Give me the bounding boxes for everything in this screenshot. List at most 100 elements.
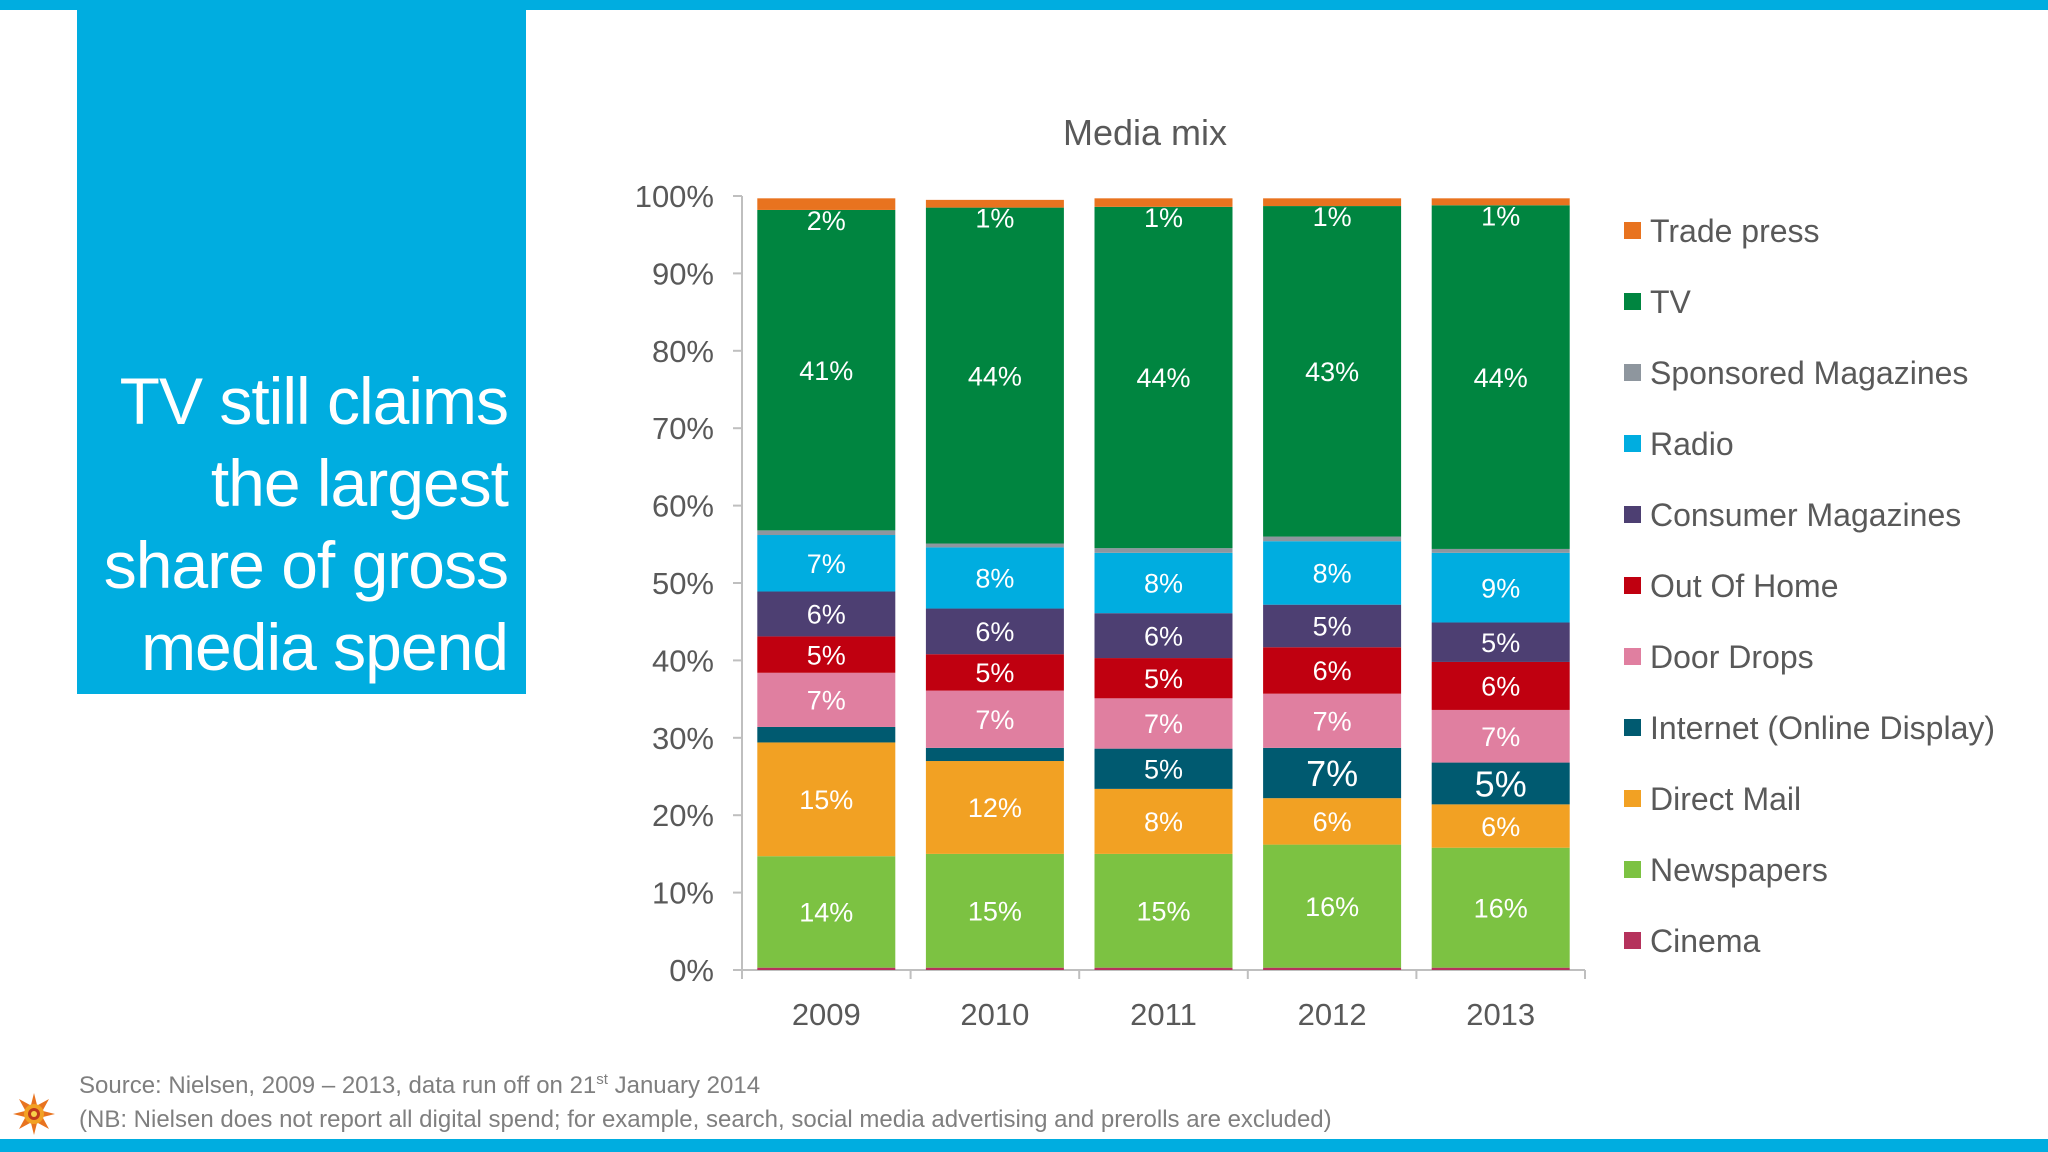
bar-data-label: 1% <box>1481 201 1520 231</box>
bar-data-label: 6% <box>1481 672 1520 702</box>
bar-segment <box>1263 693 1402 748</box>
source-line-2: (NB: Nielsen does not report all digital… <box>79 1106 1332 1133</box>
bar-segment <box>925 690 1064 748</box>
legend-label: Newspapers <box>1650 852 1828 888</box>
bar-data-label: 1% <box>975 204 1014 234</box>
y-tick-label: 20% <box>652 798 714 833</box>
bar-segment <box>1094 967 1233 970</box>
y-tick-label: 60% <box>652 489 714 524</box>
y-tick-label: 30% <box>652 721 714 756</box>
y-tick-label: 40% <box>652 643 714 678</box>
bar-data-label: 16% <box>1474 893 1528 923</box>
bar-data-label: 5% <box>1481 628 1520 658</box>
source-line-1-prefix: Source: Nielsen, 2009 – 2013, data run o… <box>79 1072 597 1099</box>
bar-segment <box>1431 198 1570 206</box>
bar-data-label: 6% <box>975 617 1014 647</box>
bar-segment <box>757 535 896 592</box>
media-mix-chart: Media mix 0% 10% 20% 30% 40% 50% 60% 70% 80% 90% 10… <box>635 112 1995 1032</box>
bar-segment <box>1431 661 1570 710</box>
legend-swatch <box>1624 790 1641 807</box>
bar-data-label: 7% <box>807 549 846 579</box>
bar-data-label: 44% <box>1136 363 1190 393</box>
bar-segment <box>925 761 1064 854</box>
bar-segment <box>1263 647 1402 694</box>
bar-segment <box>1263 198 1402 207</box>
bar-segment <box>925 207 1064 544</box>
x-tick-label: 2013 <box>1466 997 1535 1032</box>
bar-data-label: 43% <box>1305 357 1359 387</box>
chart-title: Media mix <box>1063 112 1227 153</box>
bar-segment <box>1094 788 1233 854</box>
bar-data-label: 8% <box>975 564 1014 594</box>
bar-segment <box>925 853 1064 968</box>
bar-segment <box>1263 536 1402 542</box>
bar-segment <box>1431 622 1570 662</box>
source-line-1: Source: Nielsen, 2009 – 2013, data run o… <box>79 1063 1332 1103</box>
y-tick-label: 10% <box>652 876 714 911</box>
bar-data-label: 15% <box>799 785 853 815</box>
bar-data-label: 5% <box>975 658 1014 688</box>
x-tick-label: 2010 <box>960 997 1029 1032</box>
bar-segment <box>1431 804 1570 848</box>
legend-swatch <box>1624 435 1641 452</box>
bar-segment <box>757 209 896 531</box>
legend-swatch <box>1624 932 1641 949</box>
sun-emblem-icon <box>13 1093 55 1135</box>
bar-segment <box>925 608 1064 655</box>
y-tick-label: 90% <box>652 256 714 291</box>
bar-data-label: 7% <box>1306 753 1358 794</box>
bar-data-label: 6% <box>1313 656 1352 686</box>
bar-data-label: 44% <box>968 361 1022 391</box>
bar-data-label: 6% <box>1313 807 1352 837</box>
bar-segment <box>1263 967 1402 970</box>
bar-data-label: 1% <box>1144 203 1183 233</box>
legend-swatch <box>1624 719 1641 736</box>
bar-segment <box>1431 552 1570 623</box>
bar-segment <box>925 543 1064 548</box>
bar-segment <box>1094 853 1233 968</box>
bar-segment <box>1431 967 1570 970</box>
bar-data-label: 12% <box>968 793 1022 823</box>
legend-swatch <box>1624 222 1641 239</box>
bar-segment <box>757 530 896 536</box>
y-tick-label: 50% <box>652 566 714 601</box>
bar-segment <box>1263 844 1402 968</box>
bar-segment <box>925 199 1064 208</box>
headline-line-4: media spend <box>141 610 509 684</box>
y-tick-label: 0% <box>669 953 714 988</box>
headline-line-3: share of gross <box>103 528 509 602</box>
bar-segment <box>1431 709 1570 763</box>
legend-label: Internet (Online Display) <box>1650 710 1995 746</box>
bar-data-label: 2% <box>807 206 846 236</box>
bar-segment <box>1094 698 1233 749</box>
bar-segment <box>757 198 896 210</box>
bar-data-label: 5% <box>1313 612 1352 642</box>
bar-data-label: 41% <box>799 356 853 386</box>
headline-line-2: the largest <box>210 446 509 520</box>
legend-label: Direct Mail <box>1650 781 1801 817</box>
bar-segment <box>1094 658 1233 699</box>
bar-segment <box>1094 548 1233 553</box>
bar-data-label: 6% <box>1144 621 1183 651</box>
legend-label: Out Of Home <box>1650 568 1839 604</box>
legend-label: Radio <box>1650 426 1734 462</box>
bar-segment <box>925 654 1064 691</box>
bar-segment <box>757 856 896 968</box>
bar-segment <box>1263 747 1402 799</box>
bar-segment <box>757 742 896 857</box>
bar-segment <box>925 547 1064 609</box>
bar-segment <box>1263 206 1402 537</box>
y-tick-label: 80% <box>652 334 714 369</box>
headline-panel: TV still claims the largest share of gro… <box>77 10 526 694</box>
bar-data-label: 15% <box>968 897 1022 927</box>
bar-data-label: 5% <box>1475 763 1527 804</box>
bar-segment <box>1094 198 1233 207</box>
legend-swatch <box>1624 648 1641 665</box>
bar-data-label: 7% <box>975 705 1014 735</box>
bar-data-label: 7% <box>807 686 846 716</box>
x-tick-label: 2009 <box>792 997 861 1032</box>
bar-data-label: 6% <box>807 600 846 630</box>
bar-segment <box>925 967 1064 970</box>
bar-data-label: 44% <box>1474 363 1528 393</box>
bar-segment <box>1431 762 1570 805</box>
